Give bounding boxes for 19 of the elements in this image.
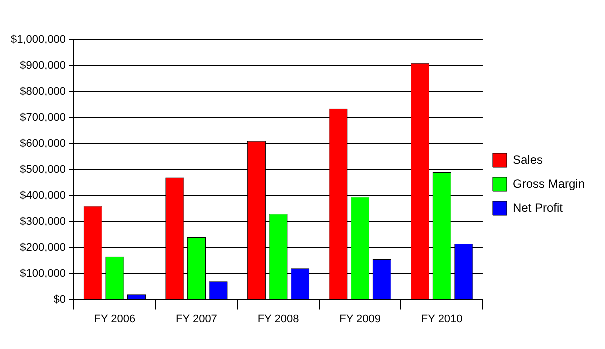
y-tick-label: $1,000,000 bbox=[10, 34, 66, 46]
y-tick-label: $200,000 bbox=[20, 242, 66, 254]
y-tick-label: $600,000 bbox=[20, 138, 66, 150]
y-tick-label: $700,000 bbox=[20, 112, 66, 124]
legend-label: Net Profit bbox=[512, 200, 564, 215]
x-tick-label: FY 2006 bbox=[94, 313, 136, 326]
y-tick-label: $900,000 bbox=[20, 60, 66, 72]
x-tick-label: FY 2009 bbox=[340, 313, 381, 326]
y-tick-label: $400,000 bbox=[20, 190, 66, 202]
y-tick-label: $0 bbox=[54, 294, 66, 306]
x-tick-label: FY 2007 bbox=[176, 313, 218, 326]
legend-label: Sales bbox=[512, 152, 544, 167]
legend-label: Gross Margin bbox=[512, 176, 586, 191]
y-tick-label: $500,000 bbox=[20, 164, 66, 176]
x-tick-label: FY 2008 bbox=[258, 313, 300, 326]
y-tick-label: $100,000 bbox=[20, 268, 66, 280]
x-tick-label: FY 2010 bbox=[421, 313, 463, 326]
y-tick-label: $800,000 bbox=[20, 86, 66, 98]
y-tick-label: $300,000 bbox=[20, 216, 66, 228]
